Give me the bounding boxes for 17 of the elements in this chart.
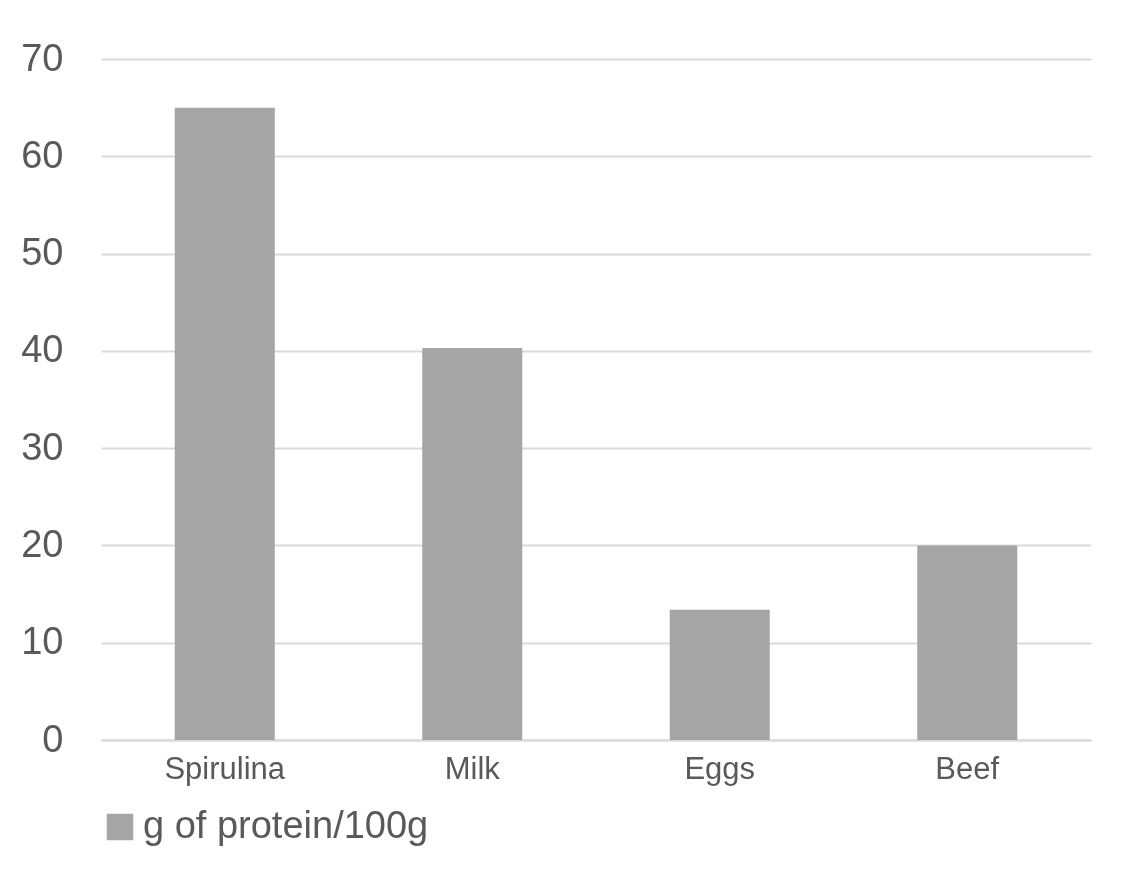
y-tick-label: 50 [21,231,64,274]
y-tick-label: 70 [21,36,64,79]
bar [174,107,275,740]
y-tick-label: 0 [42,717,64,760]
x-tick-label: Eggs [684,750,756,786]
legend-label: g of protein/100g [143,804,429,846]
y-tick-label: 10 [21,620,64,663]
x-tick-label: Spirulina [164,750,286,786]
y-tick-label: 60 [21,133,64,176]
bar [669,609,770,740]
x-tick-label: Beef [935,750,1000,786]
x-tick-label: Milk [444,750,501,786]
y-tick-label: 30 [21,425,64,468]
bar [917,545,1018,740]
y-tick-label: 20 [21,522,64,565]
y-tick-label: 40 [21,328,64,371]
bar [422,347,523,740]
